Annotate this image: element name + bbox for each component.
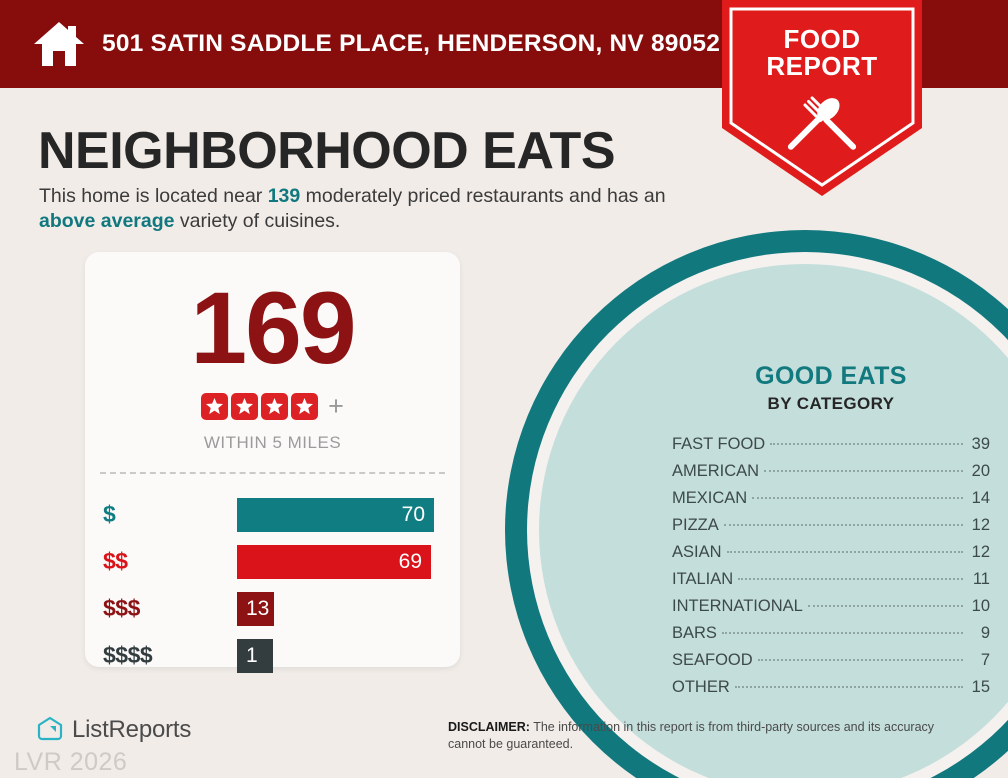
good-eats-row: SEAFOOD 7 (672, 651, 990, 678)
price-bar-chart: $70 $$ 69 $$$ 13 $$$$ 1 (85, 491, 460, 679)
subtitle-highlight-count: 139 (267, 185, 301, 207)
good-eats-category-name: ASIAN (672, 543, 722, 561)
dot-leader (726, 551, 963, 553)
good-eats-category-name: SEAFOOD (672, 651, 753, 669)
good-eats-row: OTHER 15 (672, 678, 990, 705)
good-eats-panel: GOOD EATS BY CATEGORY FAST FOOD 39 AMERICA… (672, 362, 990, 705)
price-bar-track: 1 (237, 638, 448, 673)
good-eats-category-name: PIZZA (672, 516, 719, 534)
good-eats-category-value: 15 (971, 678, 990, 696)
price-bar-row: $$$ 13 (103, 585, 448, 632)
good-eats-row: MEXICAN 14 (672, 489, 990, 516)
dot-leader (770, 443, 963, 445)
good-eats-category-value: 39 (971, 435, 990, 453)
good-eats-category-name: BARS (672, 624, 717, 642)
subtitle-text-3: variety of cuisines. (174, 209, 341, 232)
price-bar-label: $$ (103, 548, 128, 574)
good-eats-category-value: 20 (971, 462, 990, 480)
card-divider (100, 472, 445, 474)
good-eats-subtitle: BY CATEGORY (767, 394, 895, 413)
badge-line-2: REPORT (766, 51, 878, 82)
good-eats-category-value: 10 (971, 597, 990, 615)
dot-leader (738, 578, 963, 580)
badge-shape (722, 0, 922, 196)
price-bar-track: 69 (237, 544, 448, 579)
star-icon (261, 393, 289, 420)
good-eats-row: PIZZA 12 (672, 516, 990, 543)
price-bar-fill: 70 (237, 497, 434, 532)
badge-line-1: FOOD (783, 24, 861, 54)
star-icon (201, 393, 229, 420)
star-icon (231, 393, 259, 420)
good-eats-row: ASIAN 12 (672, 543, 990, 570)
subtitle-text-2: moderately priced restaurants and has an (300, 185, 666, 207)
listreports-logo-text: ListReports (72, 716, 192, 743)
disclaimer-label: DISCLAIMER: (448, 720, 530, 734)
good-eats-category-value: 12 (971, 516, 990, 534)
food-report-badge: FOOD REPORT (722, 0, 922, 200)
restaurant-count-card: 169 + WITHIN 5 MILES $70 $$ 69 $$$ 13 $$$$ 1 (85, 252, 460, 673)
good-eats-category-name: INTERNATIONAL (672, 597, 803, 615)
price-bar-fill: 13 (237, 591, 274, 626)
good-eats-category-name: MEXICAN (672, 489, 748, 507)
good-eats-category-value: 14 (971, 489, 990, 507)
restaurant-count: 169 (190, 271, 356, 385)
spoon-fork-icon (787, 96, 857, 150)
house-icon (34, 22, 84, 66)
radius-label: WITHIN 5 MILES (203, 433, 342, 452)
price-bar-track: 13 (237, 591, 448, 626)
good-eats-category-value: 11 (972, 570, 990, 588)
price-bar-track: 70 (237, 497, 448, 532)
page-subtitle: This home is located near 139 moderately… (39, 184, 719, 234)
price-bar-fill: 69 (237, 544, 431, 579)
good-eats-row: ITALIAN 11 (672, 570, 990, 597)
subtitle-text-1: This home is located near (39, 185, 268, 207)
price-bar-row: $$ 69 (103, 538, 448, 585)
price-bar-label: $$$$ (103, 642, 153, 668)
listreports-pin-icon (37, 716, 63, 741)
dot-leader (734, 686, 963, 688)
watermark: LVR 2026 (14, 748, 128, 776)
price-bar-row: $$$$ 1 (103, 632, 448, 679)
price-bar-fill: 1 (237, 638, 273, 673)
good-eats-category-value: 9 (980, 624, 990, 642)
good-eats-category-value: 12 (971, 543, 990, 561)
good-eats-category-name: FAST FOOD (672, 435, 766, 453)
price-bar-label: $ (103, 501, 116, 527)
disclaimer: DISCLAIMER: The information in this repo… (448, 719, 940, 753)
good-eats-category-value: 7 (980, 651, 990, 669)
star-rating: + (85, 393, 460, 420)
badge-text: FOOD REPORT (722, 24, 922, 82)
good-eats-title: GOOD EATS (755, 362, 907, 390)
dot-leader (721, 632, 963, 634)
dot-leader (764, 470, 963, 472)
good-eats-row: INTERNATIONAL 10 (672, 597, 990, 624)
good-eats-category-name: ITALIAN (672, 570, 734, 588)
good-eats-row: AMERICAN 20 (672, 462, 990, 489)
header-address: 501 SATIN SADDLE PLACE, HENDERSON, NV 89… (102, 30, 721, 57)
good-eats-category-name: AMERICAN (672, 462, 760, 480)
price-bar-label: $$$ (103, 595, 140, 621)
dot-leader (723, 524, 963, 526)
listreports-logo: ListReports (36, 716, 191, 744)
star-plus-icon: + (328, 391, 344, 421)
price-bar-row: $70 (103, 491, 448, 538)
dot-leader (757, 659, 963, 661)
star-icon (291, 393, 319, 420)
good-eats-row: BARS 9 (672, 624, 990, 651)
good-eats-list: FAST FOOD 39 AMERICAN 20 MEXICAN 14 PIZZA 12 ASI… (672, 435, 990, 705)
dot-leader (807, 605, 963, 607)
subtitle-highlight-rating: above average (39, 209, 175, 232)
dot-leader (752, 497, 963, 499)
page-title: NEIGHBORHOOD EATS (38, 122, 616, 180)
good-eats-row: FAST FOOD 39 (672, 435, 990, 462)
good-eats-category-name: OTHER (672, 678, 730, 696)
